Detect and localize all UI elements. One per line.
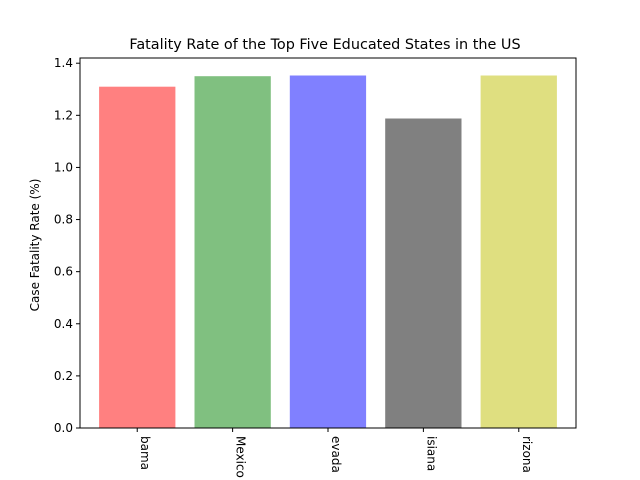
bar-louisiana bbox=[385, 118, 462, 428]
y-axis-label: Case Fatality Rate (%) bbox=[28, 179, 42, 312]
chart-title: Fatality Rate of the Top Five Educated S… bbox=[129, 37, 520, 53]
bar-alabama bbox=[99, 86, 176, 428]
bar-nevada bbox=[289, 75, 367, 428]
bar-arizona bbox=[480, 75, 557, 428]
y-tick-label: 1.4 bbox=[54, 56, 73, 70]
y-tick-label: 0.6 bbox=[54, 265, 73, 279]
y-tick-label: 1.0 bbox=[54, 160, 73, 174]
x-tick-label: isiana bbox=[424, 436, 438, 471]
y-tick-label: 0.8 bbox=[54, 213, 73, 227]
y-tick-label: 0.0 bbox=[54, 421, 73, 435]
bar-new-mexico bbox=[194, 76, 271, 428]
y-tick-label: 0.2 bbox=[54, 369, 73, 383]
x-tick-label: evada bbox=[329, 436, 343, 473]
x-tick-label: bama bbox=[138, 436, 152, 470]
x-axis: bama Mexico evada isiana rizona bbox=[136, 428, 534, 478]
bars-group bbox=[99, 75, 557, 428]
x-tick-label: rizona bbox=[520, 436, 534, 473]
plot-area-frame bbox=[79, 57, 577, 429]
x-tick-label: Mexico bbox=[234, 436, 248, 478]
y-tick-label: 1.2 bbox=[54, 108, 73, 122]
y-axis: 0.0 0.2 0.4 0.6 0.8 1.0 1.2 1.4 bbox=[54, 56, 80, 435]
y-tick-label: 0.4 bbox=[54, 317, 73, 331]
